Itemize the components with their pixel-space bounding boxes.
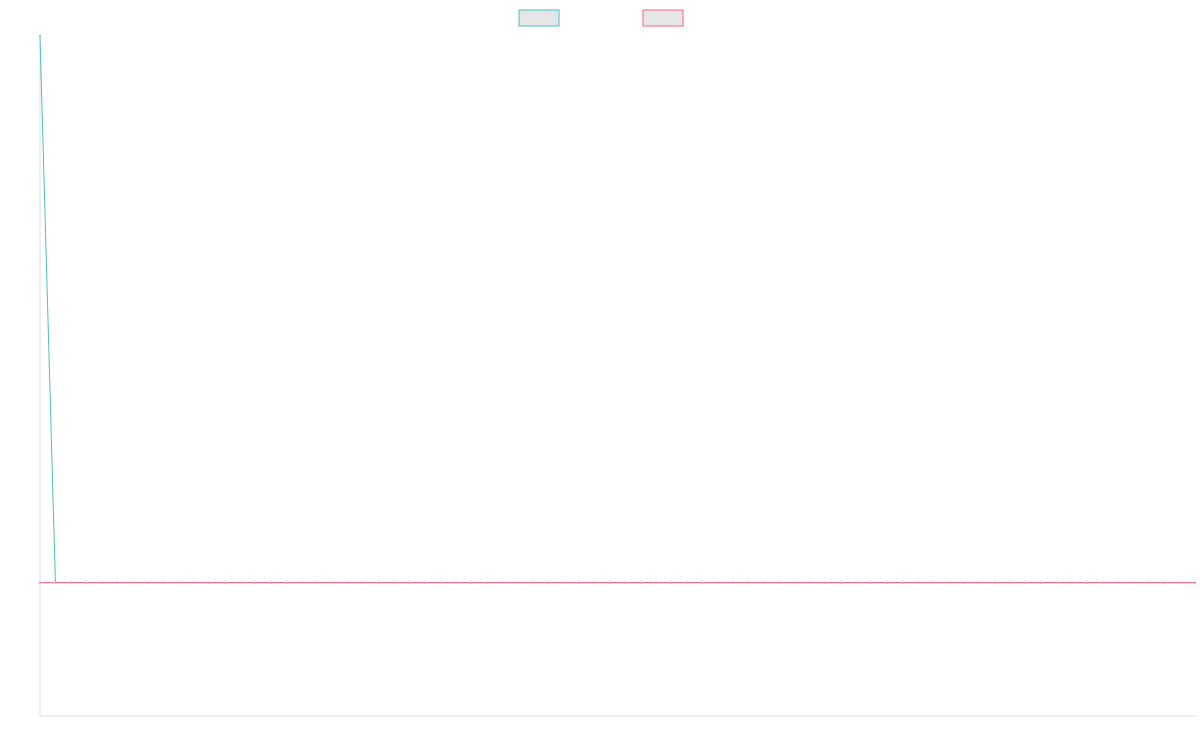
series-2-point xyxy=(608,581,611,584)
legend-swatch-2 xyxy=(642,9,684,27)
series-2-point xyxy=(701,581,704,584)
series-2-point xyxy=(285,581,288,584)
series-2-point xyxy=(932,581,935,584)
series-2-point xyxy=(901,581,904,584)
series-2-point xyxy=(393,581,396,584)
series-2-point xyxy=(115,581,119,584)
series-2-point xyxy=(254,581,257,584)
series-2-point xyxy=(947,581,950,584)
series-2-point xyxy=(654,581,658,584)
series-2-point xyxy=(300,581,303,584)
series-2-point xyxy=(562,581,565,584)
series-2-point xyxy=(208,581,211,584)
series-2-point xyxy=(1009,581,1012,584)
series-2-point xyxy=(639,581,642,584)
series-2-point xyxy=(239,581,242,584)
series-1-line xyxy=(39,35,1195,584)
series-2-point xyxy=(685,581,688,584)
series-2-point xyxy=(192,581,196,584)
series-1-points xyxy=(38,34,1197,584)
series-2-point xyxy=(500,581,504,584)
legend[interactable] xyxy=(518,9,684,27)
series-2-point xyxy=(716,581,719,584)
series-2-point xyxy=(331,581,334,584)
series-2-point xyxy=(747,581,750,584)
series-2-points xyxy=(38,581,1197,584)
axes xyxy=(39,36,1195,717)
series-2-point xyxy=(824,581,827,584)
series-2-point xyxy=(454,581,457,584)
legend-swatch-1 xyxy=(518,9,560,27)
series-2-point xyxy=(1163,581,1166,584)
series-2-point xyxy=(1039,581,1043,584)
series-2-point xyxy=(870,581,873,584)
series-2-point xyxy=(362,581,365,584)
series-2-point xyxy=(85,581,88,584)
series-2-point xyxy=(38,581,42,584)
series-2-point xyxy=(1086,581,1089,584)
series-2-point xyxy=(670,581,673,584)
series-2-point xyxy=(762,581,765,584)
series-2-point xyxy=(439,581,442,584)
series-layer xyxy=(38,34,1197,584)
series-2-point xyxy=(1147,581,1150,584)
series-2-point xyxy=(146,581,149,584)
series-2-point xyxy=(962,581,966,584)
legend-item-1[interactable] xyxy=(518,9,560,27)
series-1-point xyxy=(38,34,42,38)
series-2-point xyxy=(1178,581,1181,584)
series-2-point xyxy=(978,581,981,584)
series-2-point xyxy=(54,581,57,584)
legend-item-2[interactable] xyxy=(642,9,684,27)
series-2-point xyxy=(1101,581,1104,584)
series-2-point xyxy=(1132,581,1135,584)
series-2-point xyxy=(516,581,519,584)
series-2-point xyxy=(793,581,796,584)
series-2-point xyxy=(1024,581,1027,584)
series-2-point xyxy=(1193,581,1197,584)
series-2-point xyxy=(839,581,842,584)
series-2-point xyxy=(577,581,581,584)
series-2-point xyxy=(377,581,380,584)
series-2-point xyxy=(531,581,534,584)
series-2-point xyxy=(593,581,596,584)
series-2-point xyxy=(731,581,735,584)
series-2-point xyxy=(346,581,350,584)
series-2-point xyxy=(778,581,781,584)
series-2-point xyxy=(316,581,319,584)
series-2-point xyxy=(423,581,427,584)
series-2-point xyxy=(269,581,273,584)
series-2-point xyxy=(69,581,72,584)
series-2-point xyxy=(162,581,165,584)
series-2-point xyxy=(1116,581,1120,584)
series-2-point xyxy=(131,581,134,584)
series-2-point xyxy=(408,581,411,584)
series-2-point xyxy=(624,581,627,584)
series-2-point xyxy=(855,581,858,584)
series-2-point xyxy=(100,581,103,584)
series-2-point xyxy=(470,581,473,584)
series-2-point xyxy=(885,581,889,584)
series-2-point xyxy=(177,581,180,584)
series-2-point xyxy=(808,581,812,584)
series-2-point xyxy=(1055,581,1058,584)
series-2-point xyxy=(547,581,550,584)
series-2-point xyxy=(485,581,488,584)
series-2-point xyxy=(916,581,919,584)
series-2-point xyxy=(1070,581,1073,584)
series-2-point xyxy=(993,581,996,584)
series-2-point xyxy=(223,581,226,584)
